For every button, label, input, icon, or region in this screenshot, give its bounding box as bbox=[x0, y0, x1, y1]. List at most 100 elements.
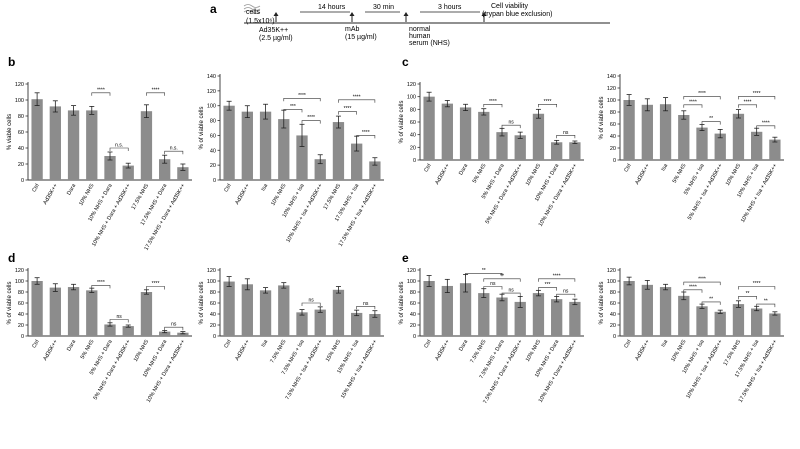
chart-panel-7: e % of viable cells 0 20 40 60 80 100 120 Ctrl Ad3… bbox=[399, 251, 584, 405]
bar bbox=[623, 281, 635, 336]
significance-bracket bbox=[483, 286, 503, 290]
bar bbox=[532, 113, 545, 160]
y-tick-label: 80 bbox=[610, 110, 616, 116]
y-tick-label: 120 bbox=[407, 82, 416, 88]
significance-label: **** bbox=[344, 106, 352, 112]
significance-bracket bbox=[356, 135, 376, 139]
significance-bracket bbox=[683, 96, 721, 100]
x-tick-label: Dara bbox=[458, 162, 470, 176]
significance-label: **** bbox=[753, 91, 761, 97]
y-tick-label: 60 bbox=[18, 301, 24, 307]
y-axis-label: % of viable cells bbox=[199, 106, 205, 149]
bar bbox=[296, 312, 308, 336]
significance-label: **** bbox=[544, 99, 552, 105]
panel-letter: b bbox=[8, 55, 15, 69]
y-tick-label: 40 bbox=[410, 133, 416, 139]
bar bbox=[314, 309, 326, 336]
significance-label: **** bbox=[698, 91, 706, 97]
y-tick-label: 80 bbox=[18, 114, 24, 120]
x-tick-label: 10% NHS + Dara + Ad35K++ bbox=[146, 339, 187, 404]
x-tick-label: 5% NHS + Isa + Ad35K++ bbox=[687, 163, 724, 221]
x-tick-label: 17.5% NHS bbox=[323, 183, 343, 211]
y-tick-label: 80 bbox=[210, 290, 216, 296]
bar bbox=[659, 287, 672, 336]
arrowhead-mab bbox=[349, 12, 355, 16]
y-axis-label: % of viable cells bbox=[7, 281, 13, 324]
y-tick-label: 60 bbox=[210, 133, 216, 139]
bar bbox=[296, 135, 308, 180]
bar bbox=[678, 295, 690, 336]
y-axis-label: % of viable cells bbox=[399, 281, 405, 324]
x-tick-label: 17.5% NHS + Isa + Ad35K++ bbox=[738, 339, 779, 404]
bar bbox=[623, 100, 635, 160]
bar bbox=[369, 314, 381, 336]
y-tick-label: 40 bbox=[210, 148, 216, 154]
x-tick-label: 15% NHS bbox=[325, 339, 342, 363]
timeline-t1: 14 hours bbox=[318, 4, 346, 11]
significance-bracket bbox=[738, 296, 757, 300]
bar bbox=[259, 290, 272, 336]
significance-label: **** bbox=[698, 277, 706, 283]
y-tick-label: 20 bbox=[610, 146, 616, 152]
y-axis-label: % viable cells bbox=[7, 114, 13, 150]
y-tick-label: 0 bbox=[413, 158, 416, 164]
bar bbox=[441, 285, 453, 336]
y-tick-label: 120 bbox=[15, 268, 24, 274]
bar bbox=[31, 99, 43, 180]
y-tick-label: 0 bbox=[613, 334, 616, 340]
arrowhead-nhs bbox=[403, 12, 409, 16]
timeline-nhs3: serum (NHS) bbox=[409, 40, 450, 47]
y-tick-label: 120 bbox=[207, 268, 216, 274]
bar bbox=[223, 105, 235, 180]
significance-bracket bbox=[556, 293, 576, 298]
significance-label: **** bbox=[307, 115, 315, 121]
significance-bracket bbox=[738, 96, 776, 100]
significance-label: ns bbox=[508, 120, 514, 126]
significance-label: **** bbox=[353, 94, 361, 100]
x-tick-label: 10% NHS bbox=[78, 183, 95, 207]
y-tick-label: 60 bbox=[410, 120, 416, 126]
x-tick-label: Dara bbox=[458, 338, 470, 352]
significance-label: n.s. bbox=[170, 146, 178, 152]
y-axis-label: % of viable cells bbox=[599, 281, 605, 324]
bar bbox=[140, 292, 153, 336]
significance-label: ns bbox=[563, 130, 569, 136]
y-tick-label: 40 bbox=[18, 312, 24, 318]
chart-panel-8: % of viable cells 0 20 40 60 80 100 120 Ctrl Ad35… bbox=[599, 268, 784, 404]
significance-bracket bbox=[701, 121, 721, 125]
y-tick-label: 20 bbox=[210, 163, 216, 169]
timeline-nhs1: normal bbox=[409, 26, 431, 33]
significance-bracket bbox=[146, 92, 165, 96]
bar bbox=[241, 111, 253, 180]
x-tick-label: 5% NHS bbox=[80, 339, 96, 361]
significance-bracket bbox=[146, 286, 165, 290]
panel-letter-a: a bbox=[210, 2, 217, 16]
timeline-read2: (trypan blue exclusion) bbox=[482, 11, 552, 18]
x-tick-label: Ctrl bbox=[31, 339, 40, 349]
y-tick-label: 100 bbox=[407, 95, 416, 101]
significance-label: ** bbox=[764, 299, 768, 305]
y-tick-label: 40 bbox=[410, 312, 416, 318]
significance-bracket bbox=[283, 109, 303, 113]
y-tick-label: 120 bbox=[207, 89, 216, 95]
bar bbox=[49, 287, 61, 336]
y-axis-label: % of viable cells bbox=[199, 281, 205, 324]
bar bbox=[496, 297, 508, 336]
bar bbox=[496, 132, 508, 160]
significance-label: n.s. bbox=[115, 143, 123, 149]
x-tick-label: 10% NHS + Dara + Ad35K++ bbox=[91, 183, 132, 248]
x-tick-label: Ctrl bbox=[623, 339, 632, 349]
chart-panel-3: c % of viable cells 0 20 40 60 80 100 120 Ctrl Ad3… bbox=[399, 55, 584, 228]
significance-label: **** bbox=[762, 120, 770, 126]
chart-panel-1: b % viable cells 0 20 40 60 80 100 120 Ctrl Ad35K+… bbox=[7, 55, 192, 252]
bar bbox=[177, 167, 189, 180]
y-tick-label: 100 bbox=[607, 279, 616, 285]
y-tick-label: 0 bbox=[21, 178, 24, 184]
significance-bracket bbox=[301, 120, 321, 124]
y-tick-label: 140 bbox=[207, 74, 216, 80]
significance-label: ns bbox=[508, 288, 514, 294]
timeline-cells-count: (1.5x10⁶) bbox=[246, 18, 275, 25]
significance-label: ns bbox=[308, 298, 314, 304]
bar bbox=[278, 285, 290, 336]
y-tick-label: 40 bbox=[610, 312, 616, 318]
